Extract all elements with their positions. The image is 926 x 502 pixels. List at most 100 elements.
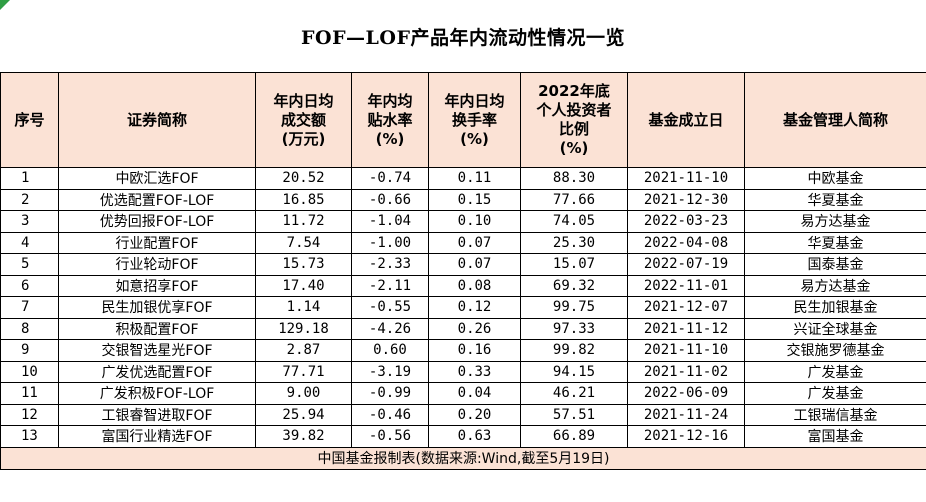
cell-volume[interactable]: 9.00 (255, 382, 352, 405)
cell-fund-name[interactable]: 行业轮动FOF (58, 253, 256, 276)
cell-premium[interactable]: -2.33 (351, 253, 429, 276)
cell-turnover[interactable]: 0.07 (428, 231, 521, 254)
cell-manager[interactable]: 易方达基金 (744, 274, 926, 297)
cell-volume[interactable]: 2.87 (255, 339, 352, 362)
cell-retail-ratio[interactable]: 57.51 (520, 403, 628, 426)
cell-manager[interactable]: 华夏基金 (744, 188, 926, 211)
cell-fund-name[interactable]: 广发优选配置FOF (58, 360, 256, 383)
cell-index[interactable]: 12 (0, 403, 59, 426)
cell-premium[interactable]: -0.56 (351, 425, 429, 448)
cell-retail-ratio[interactable]: 99.82 (520, 339, 628, 362)
header-retail-ratio[interactable]: 2022年底 个人投资者 比例 (%) (520, 72, 628, 168)
cell-index[interactable]: 10 (0, 360, 59, 383)
cell-retail-ratio[interactable]: 97.33 (520, 317, 628, 340)
cell-premium[interactable]: -3.19 (351, 360, 429, 383)
cell-index[interactable]: 7 (0, 296, 59, 319)
cell-inception-date[interactable]: 2021-11-02 (627, 360, 745, 383)
cell-turnover[interactable]: 0.07 (428, 253, 521, 276)
cell-retail-ratio[interactable]: 88.30 (520, 167, 628, 190)
cell-manager[interactable]: 华夏基金 (744, 231, 926, 254)
cell-fund-name[interactable]: 如意招享FOF (58, 274, 256, 297)
cell-premium[interactable]: -1.04 (351, 210, 429, 233)
header-volume[interactable]: 年内日均 成交额 (万元) (255, 72, 352, 168)
cell-fund-name[interactable]: 行业配置FOF (58, 231, 256, 254)
cell-premium[interactable]: -0.46 (351, 403, 429, 426)
header-name[interactable]: 证券简称 (58, 72, 256, 168)
cell-manager[interactable]: 易方达基金 (744, 210, 926, 233)
header-turnover[interactable]: 年内日均 换手率 (%) (428, 72, 521, 168)
cell-volume[interactable]: 20.52 (255, 167, 352, 190)
cell-manager[interactable]: 富国基金 (744, 425, 926, 448)
cell-manager[interactable]: 广发基金 (744, 360, 926, 383)
cell-retail-ratio[interactable]: 66.89 (520, 425, 628, 448)
cell-retail-ratio[interactable]: 46.21 (520, 382, 628, 405)
cell-fund-name[interactable]: 民生加银优享FOF (58, 296, 256, 319)
header-manager[interactable]: 基金管理人简称 (744, 72, 926, 168)
cell-manager[interactable]: 工银瑞信基金 (744, 403, 926, 426)
cell-premium[interactable]: -0.55 (351, 296, 429, 319)
cell-turnover[interactable]: 0.26 (428, 317, 521, 340)
cell-fund-name[interactable]: 优势回报FOF-LOF (58, 210, 256, 233)
cell-fund-name[interactable]: 工银睿智进取FOF (58, 403, 256, 426)
header-inception-date[interactable]: 基金成立日 (627, 72, 745, 168)
cell-turnover[interactable]: 0.10 (428, 210, 521, 233)
cell-turnover[interactable]: 0.12 (428, 296, 521, 319)
cell-premium[interactable]: -0.99 (351, 382, 429, 405)
cell-turnover[interactable]: 0.11 (428, 167, 521, 190)
cell-retail-ratio[interactable]: 15.07 (520, 253, 628, 276)
cell-fund-name[interactable]: 广发积极FOF-LOF (58, 382, 256, 405)
cell-inception-date[interactable]: 2022-03-23 (627, 210, 745, 233)
cell-manager[interactable]: 国泰基金 (744, 253, 926, 276)
cell-fund-name[interactable]: 优选配置FOF-LOF (58, 188, 256, 211)
cell-turnover[interactable]: 0.33 (428, 360, 521, 383)
cell-inception-date[interactable]: 2022-07-19 (627, 253, 745, 276)
cell-manager[interactable]: 民生加银基金 (744, 296, 926, 319)
cell-index[interactable]: 5 (0, 253, 59, 276)
cell-volume[interactable]: 15.73 (255, 253, 352, 276)
cell-volume[interactable]: 7.54 (255, 231, 352, 254)
cell-retail-ratio[interactable]: 94.15 (520, 360, 628, 383)
cell-inception-date[interactable]: 2021-11-12 (627, 317, 745, 340)
cell-volume[interactable]: 1.14 (255, 296, 352, 319)
cell-inception-date[interactable]: 2021-11-24 (627, 403, 745, 426)
cell-retail-ratio[interactable]: 99.75 (520, 296, 628, 319)
cell-inception-date[interactable]: 2021-11-10 (627, 167, 745, 190)
cell-index[interactable]: 3 (0, 210, 59, 233)
cell-fund-name[interactable]: 中欧汇选FOF (58, 167, 256, 190)
cell-index[interactable]: 2 (0, 188, 59, 211)
cell-premium[interactable]: -4.26 (351, 317, 429, 340)
header-premium[interactable]: 年内均 贴水率 (%) (351, 72, 429, 168)
cell-fund-name[interactable]: 富国行业精选FOF (58, 425, 256, 448)
cell-volume[interactable]: 39.82 (255, 425, 352, 448)
cell-inception-date[interactable]: 2021-12-07 (627, 296, 745, 319)
cell-index[interactable]: 1 (0, 167, 59, 190)
cell-inception-date[interactable]: 2021-11-10 (627, 339, 745, 362)
cell-retail-ratio[interactable]: 77.66 (520, 188, 628, 211)
cell-turnover[interactable]: 0.15 (428, 188, 521, 211)
cell-volume[interactable]: 11.72 (255, 210, 352, 233)
cell-premium[interactable]: -2.11 (351, 274, 429, 297)
cell-retail-ratio[interactable]: 74.05 (520, 210, 628, 233)
cell-index[interactable]: 8 (0, 317, 59, 340)
cell-volume[interactable]: 129.18 (255, 317, 352, 340)
cell-manager[interactable]: 中欧基金 (744, 167, 926, 190)
cell-premium[interactable]: -0.74 (351, 167, 429, 190)
cell-premium[interactable]: -1.00 (351, 231, 429, 254)
cell-volume[interactable]: 17.40 (255, 274, 352, 297)
cell-volume[interactable]: 25.94 (255, 403, 352, 426)
header-index[interactable]: 序号 (0, 72, 59, 168)
title-cell[interactable]: FOF—LOF产品年内流动性情况一览 (0, 0, 926, 73)
cell-volume[interactable]: 16.85 (255, 188, 352, 211)
cell-inception-date[interactable]: 2022-11-01 (627, 274, 745, 297)
cell-fund-name[interactable]: 积极配置FOF (58, 317, 256, 340)
cell-inception-date[interactable]: 2021-12-30 (627, 188, 745, 211)
cell-turnover[interactable]: 0.04 (428, 382, 521, 405)
cell-index[interactable]: 11 (0, 382, 59, 405)
cell-premium[interactable]: -0.66 (351, 188, 429, 211)
cell-turnover[interactable]: 0.20 (428, 403, 521, 426)
cell-inception-date[interactable]: 2022-06-09 (627, 382, 745, 405)
cell-turnover[interactable]: 0.63 (428, 425, 521, 448)
cell-turnover[interactable]: 0.08 (428, 274, 521, 297)
cell-index[interactable]: 6 (0, 274, 59, 297)
cell-premium[interactable]: 0.60 (351, 339, 429, 362)
